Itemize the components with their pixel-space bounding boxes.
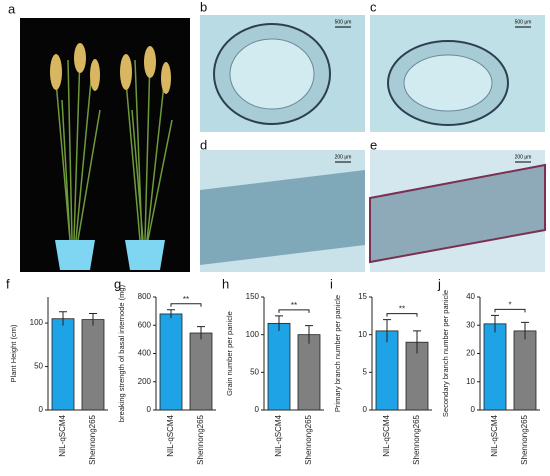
y-tick-label: 800	[138, 292, 152, 301]
plant-stems	[54, 54, 173, 241]
error-bar	[305, 325, 313, 344]
bar	[267, 322, 291, 411]
bar	[297, 334, 321, 411]
significance: **	[183, 295, 189, 304]
bar	[513, 330, 537, 411]
error-bar	[59, 311, 67, 326]
panel-label: c	[370, 0, 377, 14]
y-tick-label: 5	[363, 367, 368, 376]
error-bar	[167, 309, 175, 319]
stem-lumen	[229, 38, 315, 110]
photo-plants	[20, 18, 190, 272]
y-tick-label: 100	[30, 318, 44, 327]
error-bar	[521, 321, 529, 340]
y-tick-label: 20	[466, 349, 475, 358]
panel-label: i	[330, 276, 333, 291]
panel-label: d	[200, 137, 207, 152]
bar	[189, 332, 213, 411]
y-tick-label: 100	[246, 330, 260, 339]
pot	[55, 240, 95, 270]
x-tick-label: NIL-qSCM4	[274, 414, 283, 456]
panel-label: j	[437, 276, 441, 291]
bar	[159, 313, 183, 411]
y-tick-label: 0	[39, 405, 44, 414]
x-tick-label: Shennong265	[304, 414, 313, 464]
y-tick-label: 40	[466, 292, 475, 301]
error-bar	[197, 326, 205, 340]
panel-label: e	[370, 137, 377, 152]
error-bar	[491, 314, 499, 333]
scale-label: 500 μm	[515, 19, 532, 25]
significance-bracket	[170, 303, 202, 307]
y-tick-label: 0	[471, 405, 476, 414]
significance: *	[508, 300, 511, 309]
y-axis-label: Plant Height (cm)	[9, 324, 18, 382]
pot	[125, 240, 165, 270]
scale-label: 200 μm	[335, 154, 352, 160]
scale-label: 200 μm	[515, 154, 532, 160]
bar	[51, 318, 75, 411]
panicles	[50, 43, 171, 94]
y-tick-label: 10	[358, 330, 367, 339]
significance-bracket	[278, 309, 310, 313]
significance-bracket	[386, 313, 418, 317]
y-axis-label: Primary branch number per panicle	[333, 295, 342, 412]
y-tick-label: 50	[250, 367, 259, 376]
error-bar	[89, 313, 97, 326]
x-tick-label: Shennong265	[520, 414, 529, 464]
stem-lumen	[403, 54, 493, 112]
y-tick-label: 400	[138, 349, 152, 358]
y-tick-label: 600	[138, 320, 152, 329]
y-tick-label: 50	[34, 362, 43, 371]
y-tick-label: 0	[255, 405, 260, 414]
bar	[483, 323, 507, 411]
panel-label: b	[200, 0, 207, 14]
panel-label: a	[8, 1, 16, 16]
y-tick-label: 150	[246, 292, 260, 301]
x-tick-label: NIL-qSCM4	[382, 414, 391, 456]
error-bar	[383, 319, 391, 343]
x-tick-label: Shennong265	[196, 414, 205, 464]
y-tick-label: 200	[138, 377, 152, 386]
panel-label: g	[114, 276, 121, 291]
x-tick-label: NIL-qSCM4	[490, 414, 499, 456]
significance: **	[291, 301, 297, 310]
panel-label: h	[222, 276, 229, 291]
tissue	[200, 170, 365, 265]
y-axis-label: breaking strength of basal internode (mg…	[117, 284, 126, 422]
y-axis-label: Grain number per panicle	[225, 311, 234, 396]
y-tick-label: 0	[147, 405, 152, 414]
panel-label: f	[6, 276, 10, 291]
x-tick-label: Shennong265	[412, 414, 421, 464]
y-axis-label: Secondary branch number per panicle	[441, 290, 450, 417]
x-tick-label: Shennong265	[88, 414, 97, 464]
tissue	[369, 163, 546, 264]
y-tick-label: 15	[358, 292, 367, 301]
y-tick-label: 30	[466, 320, 475, 329]
y-tick-label: 0	[363, 405, 368, 414]
bar	[375, 330, 399, 411]
bar	[81, 319, 105, 411]
scale-label: 500 μm	[335, 19, 352, 25]
y-tick-label: 10	[466, 377, 475, 386]
error-bar	[413, 330, 421, 354]
x-tick-label: NIL-qSCM4	[166, 414, 175, 456]
significance: **	[399, 305, 405, 314]
error-bar	[275, 315, 283, 331]
significance-bracket	[494, 308, 526, 313]
x-tick-label: NIL-qSCM4	[58, 414, 67, 456]
